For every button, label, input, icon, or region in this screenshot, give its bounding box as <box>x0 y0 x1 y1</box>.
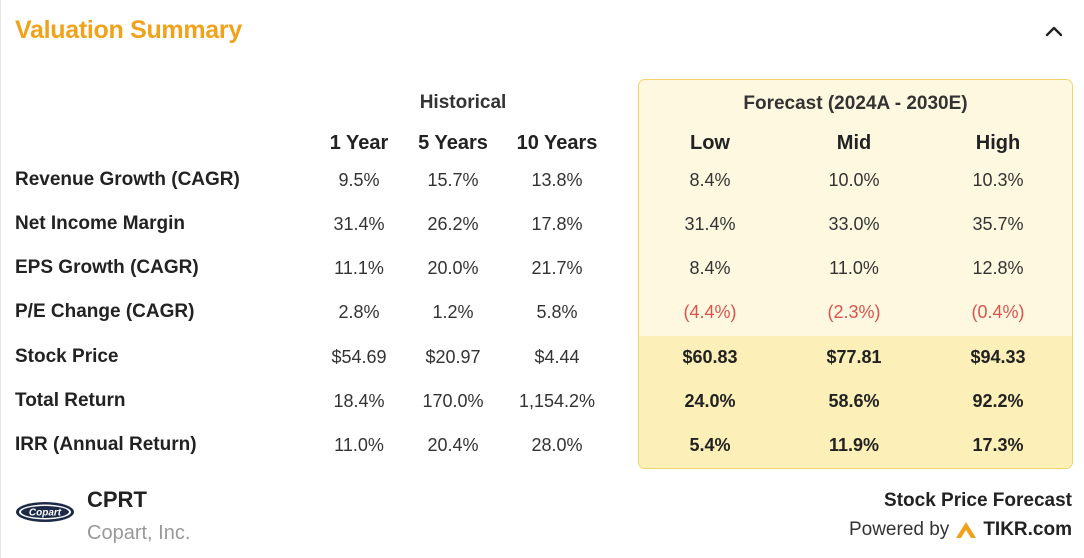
table-row: Stock Price $54.69 $20.97 $4.44 $60.83 $77.81… <box>1 336 1084 380</box>
chevron-up-icon <box>1045 26 1063 37</box>
table-cell: 8.4% <box>689 258 731 278</box>
table-cell: 26.2% <box>427 214 479 234</box>
table-cell: 11.1% <box>334 258 384 278</box>
table-cell: (4.4%) <box>683 302 737 322</box>
table-cell: 8.4% <box>689 170 731 190</box>
row-label: Net Income Margin <box>15 213 185 234</box>
table-cell: 10.0% <box>828 170 880 190</box>
table-cell: 58.6% <box>828 391 880 411</box>
table-cell: 17.8% <box>531 214 583 234</box>
column-header: Low <box>690 132 730 154</box>
company-ticker: CPRT <box>87 487 147 512</box>
company-name: Copart, Inc. <box>87 522 191 544</box>
table-cell: (0.4%) <box>971 302 1025 322</box>
table-cell: $77.81 <box>826 347 882 367</box>
table-row: EPS Growth (CAGR) 11.1% 20.0% 21.7% 8.4% 11.0… <box>1 247 1084 291</box>
tikr-brand: TIKR.com <box>983 519 1072 540</box>
row-label: IRR (Annual Return) <box>15 434 197 455</box>
table-cell: 24.0% <box>684 391 736 411</box>
table-cell: 15.7% <box>427 170 479 190</box>
column-header: 1 Year <box>329 132 389 154</box>
table-cell: 31.4% <box>684 214 736 234</box>
column-header: 5 Years <box>418 132 488 154</box>
row-label: EPS Growth (CAGR) <box>15 257 199 278</box>
table-cell: 11.0% <box>334 435 384 455</box>
table-row: P/E Change (CAGR) 2.8% 1.2% 5.8% (4.4%) (2.3%… <box>1 291 1084 335</box>
table-cell: 12.8% <box>972 258 1024 278</box>
table-cell: $54.69 <box>331 347 387 367</box>
table-cell: 10.3% <box>972 170 1024 190</box>
table-cell: 11.9% <box>828 435 880 455</box>
table-cell: 33.0% <box>828 214 880 234</box>
column-header: Mid <box>836 132 872 154</box>
table-cell: 9.5% <box>338 170 380 190</box>
table-row: Total Return 18.4% 170.0% 1,154.2% 24.0% 58.6… <box>1 380 1084 424</box>
table-cell: $20.97 <box>425 347 481 367</box>
section-title: Valuation Summary <box>15 16 242 44</box>
forecast-panel <box>638 79 1073 469</box>
table-cell: 35.7% <box>972 214 1024 234</box>
row-label: P/E Change (CAGR) <box>15 301 195 322</box>
table-cell: 20.0% <box>427 258 479 278</box>
table-cell: 5.4% <box>689 435 731 455</box>
table-cell: 170.0% <box>422 391 484 411</box>
table-cell: 17.3% <box>972 435 1024 455</box>
collapse-button[interactable] <box>1041 18 1067 44</box>
forecast-header: Forecast (2024A - 2030E) <box>743 93 968 114</box>
powered-by-text: Powered by <box>848 519 950 540</box>
table-cell: $4.44 <box>534 347 580 367</box>
table-cell: 1,154.2% <box>518 391 596 411</box>
table-cell: (2.3%) <box>827 302 881 322</box>
historical-header: Historical <box>419 92 507 113</box>
table-cell: 1.2% <box>432 302 474 322</box>
table-cell: 21.7% <box>531 258 583 278</box>
table-cell: 28.0% <box>531 435 583 455</box>
powered-by[interactable]: Powered by TIKR.com <box>849 519 1072 541</box>
row-label: Total Return <box>15 390 126 411</box>
table-cell: 20.4% <box>427 435 479 455</box>
table-cell: 92.2% <box>972 391 1024 411</box>
company-logo: Copart <box>15 500 75 524</box>
table-cell: 5.8% <box>536 302 578 322</box>
table-cell: 18.4% <box>333 391 385 411</box>
table-row: Revenue Growth (CAGR) 9.5% 15.7% 13.8% 8.4% 1… <box>1 159 1084 203</box>
table-cell: $94.33 <box>970 347 1026 367</box>
table-row: Net Income Margin 31.4% 26.2% 17.8% 31.4% 33.… <box>1 203 1084 247</box>
table-cell: 11.0% <box>829 258 879 278</box>
row-label: Revenue Growth (CAGR) <box>15 169 240 190</box>
tikr-logo-icon <box>956 522 977 538</box>
svg-text:Copart: Copart <box>29 508 62 519</box>
table-cell: 31.4% <box>333 214 385 234</box>
row-label: Stock Price <box>15 346 119 367</box>
column-header: High <box>975 132 1021 154</box>
table-cell: $60.83 <box>682 347 738 367</box>
table-cell: 2.8% <box>338 302 380 322</box>
table-cell: 13.8% <box>531 170 583 190</box>
table-row: IRR (Annual Return) 11.0% 20.4% 28.0% 5.4% 11… <box>1 424 1084 468</box>
column-header: 10 Years <box>516 132 598 154</box>
stock-price-forecast-label: Stock Price Forecast <box>884 490 1072 511</box>
